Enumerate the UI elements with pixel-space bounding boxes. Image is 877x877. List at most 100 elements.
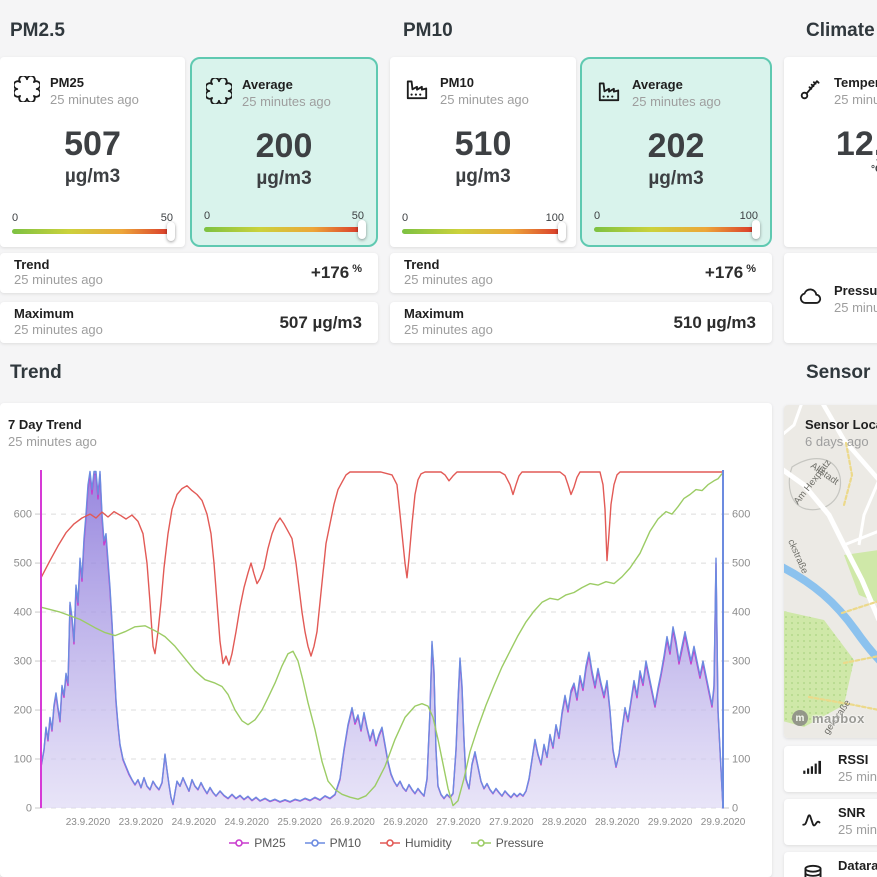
stat-label: RSSI <box>838 752 869 768</box>
svg-text:300: 300 <box>732 656 750 668</box>
map-minor-roads <box>807 441 877 711</box>
row-label: Maximum <box>404 306 464 322</box>
gauge-min: 0 <box>204 210 211 222</box>
pm10-average-card[interactable]: Average 25 minutes ago 202 µg/m3 0 100 <box>580 57 772 247</box>
gauge: 0 50 <box>204 210 366 239</box>
map-road <box>857 480 877 546</box>
gauge-slider[interactable] <box>12 222 175 241</box>
pm25-trend-value: +176 <box>310 263 350 282</box>
pm25-trend-row[interactable]: Trend 25 minutes ago +176% <box>0 253 378 293</box>
map-road <box>784 467 877 621</box>
trend-chart-plot[interactable]: 0 0 100 100 200 200 300 300 400 400 500 500 600 600 23… <box>0 450 772 835</box>
cloud-icon <box>798 284 824 310</box>
trend-chart-card[interactable]: 7 Day Trend 25 minutes ago 0 0 100 100 200 20… <box>0 403 772 877</box>
map-road <box>843 530 877 547</box>
card-label: Pressure <box>834 283 877 298</box>
legend-item-pm10[interactable]: PM10 <box>304 836 361 850</box>
legend-item-humidity[interactable]: Humidity <box>379 836 452 850</box>
row-label: Trend <box>404 256 440 272</box>
legend-item-pm25[interactable]: PM25 <box>228 836 286 850</box>
svg-text:400: 400 <box>14 607 32 619</box>
legend-item-pressure[interactable]: Pressure <box>470 836 544 850</box>
pm10-trend-unit: % <box>746 263 756 275</box>
svg-text:600: 600 <box>14 509 32 521</box>
gauge: 0 100 <box>594 210 760 239</box>
datarate-card[interactable]: Datarate 25 minutes ago <box>784 852 877 877</box>
pm10-average-unit: µg/m3 <box>648 168 704 189</box>
temperature-unit: °C <box>871 164 877 175</box>
svg-text:28.9.2020: 28.9.2020 <box>542 817 587 828</box>
row-label: Trend <box>14 256 50 272</box>
svg-text:24.9.2020: 24.9.2020 <box>225 817 270 828</box>
pm25-current-card[interactable]: PM25 25 minutes ago 507 µg/m3 0 50 <box>0 57 185 247</box>
mapbox-icon: m <box>792 710 808 726</box>
svg-text:0: 0 <box>26 803 32 815</box>
pm25-average-value: 200 <box>255 127 313 165</box>
particle-icon <box>206 78 232 104</box>
svg-text:200: 200 <box>14 705 32 717</box>
svg-text:600: 600 <box>732 509 750 521</box>
factory-icon <box>596 78 622 104</box>
gauge-knob[interactable] <box>752 220 760 239</box>
factory-icon <box>404 76 430 102</box>
map-road <box>784 405 803 436</box>
card-label: Temperature <box>834 75 877 90</box>
card-label: PM10 <box>440 75 474 90</box>
sensor-map-card[interactable]: Am Hexplatz Altstadt ckstraße gelstraße … <box>784 405 877 738</box>
svg-text:100: 100 <box>732 754 750 766</box>
pm10-current-card[interactable]: PM10 25 minutes ago 510 µg/m3 0 100 <box>390 57 576 247</box>
mapbox-wordmark: mapbox <box>812 710 865 726</box>
svg-text:25.9.2020: 25.9.2020 <box>277 817 322 828</box>
svg-text:500: 500 <box>14 558 32 570</box>
gauge: 0 50 <box>12 212 175 241</box>
card-timestamp: 25 minutes ago <box>50 91 139 107</box>
temperature-card[interactable]: Temperature 25 minutes ago 12,4 °C <box>784 57 877 247</box>
card-timestamp: 25 minutes ago <box>440 91 529 107</box>
gauge-slider[interactable] <box>204 220 366 239</box>
thermometer-icon <box>798 76 824 102</box>
gauge-knob[interactable] <box>558 222 566 241</box>
stat-label: Datarate <box>838 858 877 874</box>
map-title: Sensor Location <box>805 417 877 432</box>
svg-text:29.9.2020: 29.9.2020 <box>701 817 746 828</box>
rssi-card[interactable]: RSSI 25 minutes ago <box>784 746 877 792</box>
particle-icon <box>14 76 40 102</box>
mapbox-logo[interactable]: m mapbox <box>792 710 865 726</box>
svg-text:24.9.2020: 24.9.2020 <box>172 817 217 828</box>
pm25-maximum-row[interactable]: Maximum 25 minutes ago 507 µg/m3 <box>0 302 378 343</box>
pm25-value: 507 <box>64 125 121 163</box>
stat-timestamp: 25 minutes ago <box>838 769 877 785</box>
card-timestamp: 25 minutes ago <box>834 91 877 107</box>
database-icon <box>800 862 826 877</box>
pressure-card[interactable]: Pressure 25 minutes ago <box>784 253 877 343</box>
snr-card[interactable]: SNR 25 minutes ago <box>784 799 877 845</box>
section-title-trend: Trend <box>10 362 62 383</box>
svg-text:27.9.2020: 27.9.2020 <box>436 817 481 828</box>
pm10-trend-row[interactable]: Trend 25 minutes ago +176% <box>390 253 772 293</box>
svg-text:400: 400 <box>732 607 750 619</box>
svg-text:0: 0 <box>732 803 738 815</box>
pm25-average-unit: µg/m3 <box>256 168 312 189</box>
svg-text:23.9.2020: 23.9.2020 <box>119 817 164 828</box>
map-river <box>784 563 877 664</box>
pm10-maximum-row[interactable]: Maximum 25 minutes ago 510 µg/m3 <box>390 302 772 343</box>
gauge-max: 50 <box>351 210 364 222</box>
card-timestamp: 25 minutes ago <box>632 93 721 109</box>
gauge-max: 100 <box>545 212 564 224</box>
stat-timestamp: 25 minutes ago <box>838 822 877 838</box>
pm10-average-value: 202 <box>647 127 705 165</box>
gauge-knob[interactable] <box>167 222 175 241</box>
temperature-value: 12,4 <box>835 125 877 163</box>
card-label: Average <box>242 77 293 92</box>
gauge-slider[interactable] <box>402 222 566 241</box>
map[interactable]: Am Hexplatz Altstadt ckstraße gelstraße <box>784 405 877 738</box>
gauge-min: 0 <box>594 210 601 222</box>
svg-text:28.9.2020: 28.9.2020 <box>595 817 640 828</box>
map-park-texture <box>784 611 854 727</box>
gauge-slider[interactable] <box>594 220 760 239</box>
pm25-average-card[interactable]: Average 25 minutes ago 200 µg/m3 0 50 <box>190 57 378 247</box>
section-title-sensor: Sensor <box>806 362 871 383</box>
gauge-knob[interactable] <box>358 220 366 239</box>
pm10-maximum-value: 510 µg/m3 <box>673 312 756 332</box>
gauge: 0 100 <box>402 212 566 241</box>
